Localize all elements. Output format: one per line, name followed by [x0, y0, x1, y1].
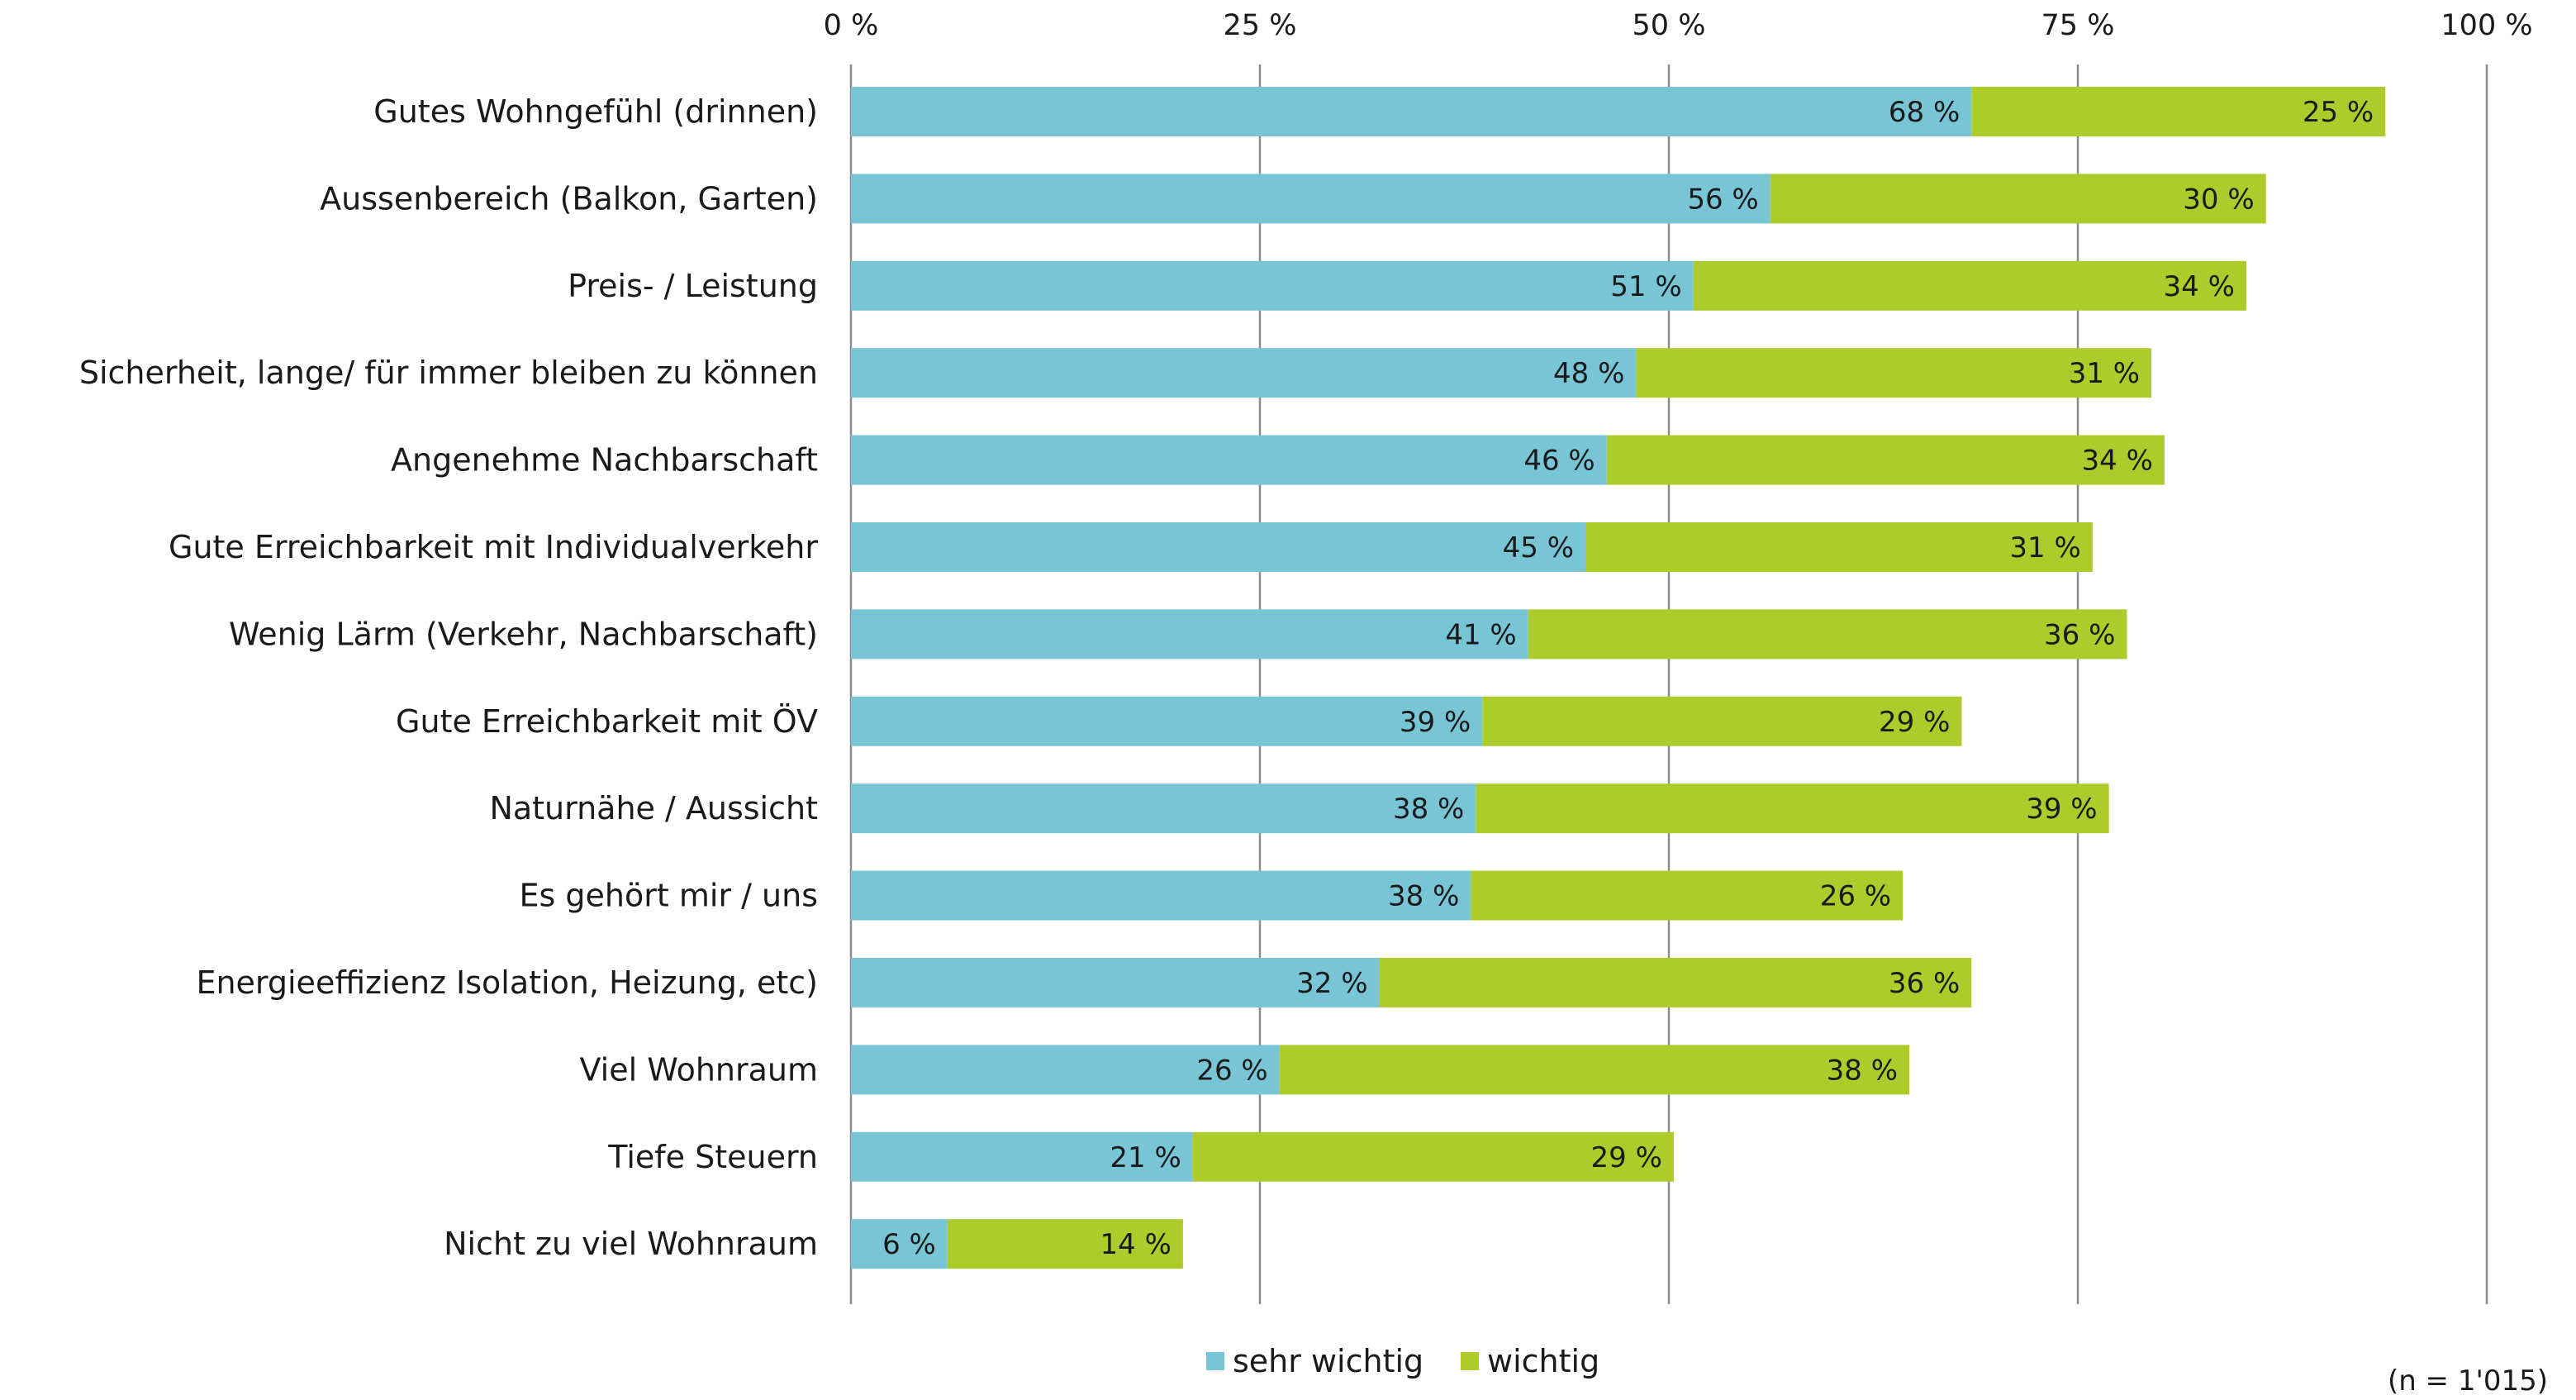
data-label: 14 % [1100, 1228, 1172, 1261]
data-label: 38 % [1388, 880, 1459, 913]
category-label: Tiefe Steuern [607, 1139, 818, 1175]
data-label: 36 % [1889, 967, 1960, 1000]
data-labels: 68 % 25 % 56 % 30 % 51 % 34 % 48 % 31 % 46 % 34 %… [882, 96, 2374, 1261]
bar-segment-sehr-wichtig [851, 609, 1528, 660]
category-label: Wenig Lärm (Verkehr, Nachbarschaft) [229, 616, 818, 652]
category-label: Sicherheit, lange/ für immer bleiben zu … [79, 355, 818, 391]
data-label: 45 % [1503, 531, 1574, 564]
legend-swatch [1461, 1352, 1479, 1370]
category-label: Viel Wohnraum [579, 1051, 818, 1088]
bar-segment-sehr-wichtig [851, 174, 1770, 224]
data-label: 31 % [2009, 531, 2080, 564]
bar-segment-wichtig [1528, 609, 2127, 660]
bar-segment-sehr-wichtig [851, 435, 1607, 485]
bar-segment-sehr-wichtig [851, 1219, 948, 1269]
bar-segment-sehr-wichtig [851, 783, 1476, 834]
bar-segment-wichtig [1471, 870, 1903, 921]
bar-segment-wichtig [1476, 783, 2109, 834]
data-label: 41 % [1445, 618, 1516, 651]
category-label: Gute Erreichbarkeit mit Individualverkeh… [169, 529, 818, 565]
legend-label: wichtig [1487, 1343, 1599, 1379]
bar-segment-wichtig [1770, 174, 2266, 224]
bar-segment-sehr-wichtig [851, 870, 1471, 921]
bar-segment-sehr-wichtig [851, 260, 1694, 311]
data-label: 38 % [1393, 793, 1464, 826]
data-label: 32 % [1296, 967, 1367, 1000]
sample-size-note: (n = 1'015) [2388, 1364, 2548, 1398]
data-label: 48 % [1553, 357, 1624, 390]
bar-segment-sehr-wichtig [851, 958, 1380, 1007]
x-axis-ticks: 0 % 25 % 50 % 75 % 100 % [824, 9, 2533, 42]
category-label: Naturnähe / Aussicht [489, 790, 818, 826]
data-label: 38 % [1827, 1054, 1898, 1087]
legend: sehr wichtig wichtig [1206, 1343, 1599, 1379]
data-label: 34 % [2164, 270, 2235, 303]
category-label: Es gehört mir / uns [520, 878, 818, 914]
data-label: 29 % [1591, 1141, 1662, 1174]
bar-segment-wichtig [1636, 348, 2152, 398]
bar-segment-wichtig [1585, 522, 2093, 572]
bar-segment-wichtig [1971, 87, 2386, 136]
bar-segment-wichtig [1606, 435, 2165, 485]
data-label: 6 % [882, 1228, 936, 1261]
data-label: 39 % [1400, 706, 1471, 739]
bar-segment-wichtig [1693, 260, 2246, 311]
bar-segment-sehr-wichtig [851, 87, 1972, 136]
x-tick-label: 75 % [2041, 9, 2115, 42]
data-label: 36 % [2044, 618, 2115, 651]
category-label: Angenehme Nachbarschaft [391, 442, 818, 479]
x-tick-label: 0 % [824, 9, 879, 42]
data-label: 51 % [1610, 270, 1681, 303]
data-label: 25 % [2303, 96, 2374, 129]
category-label: Aussenbereich (Balkon, Garten) [320, 180, 818, 217]
x-tick-label: 50 % [1633, 9, 1706, 42]
data-label: 31 % [2069, 357, 2140, 390]
bar-segment-wichtig [1482, 696, 1962, 746]
category-labels: Gutes Wohngefühl (drinnen) Aussenbereich … [79, 93, 819, 1262]
bar-segment-sehr-wichtig [851, 348, 1637, 398]
bar-segment-sehr-wichtig [851, 1131, 1193, 1182]
grid-lines [849, 64, 2488, 1304]
category-label: Preis- / Leistung [568, 268, 818, 304]
bar-segment-sehr-wichtig [851, 1045, 1280, 1095]
bars [851, 87, 2386, 1269]
category-label: Gutes Wohngefühl (drinnen) [373, 93, 818, 130]
legend-label: sehr wichtig [1233, 1343, 1423, 1379]
data-label: 26 % [1820, 880, 1891, 913]
data-label: 26 % [1196, 1054, 1267, 1087]
legend-swatch [1206, 1352, 1224, 1370]
data-label: 21 % [1110, 1141, 1181, 1174]
x-tick-label: 100 % [2441, 9, 2532, 42]
bar-segment-wichtig [1192, 1131, 1674, 1182]
category-label: Energieeffizienz Isolation, Heizung, etc… [196, 964, 818, 1001]
data-label: 68 % [1889, 96, 1960, 129]
bar-segment-wichtig [1379, 958, 1972, 1007]
bar-segment-sehr-wichtig [851, 522, 1586, 572]
bar-segment-wichtig [947, 1219, 1183, 1269]
category-label: Nicht zu viel Wohnraum [444, 1226, 818, 1262]
x-tick-label: 25 % [1224, 9, 1297, 42]
category-label: Gute Erreichbarkeit mit ÖV [396, 703, 818, 740]
data-label: 30 % [2183, 183, 2254, 216]
data-label: 46 % [1523, 445, 1595, 478]
data-label: 56 % [1687, 183, 1758, 216]
bar-segment-sehr-wichtig [851, 696, 1483, 746]
data-label: 39 % [2026, 793, 2097, 826]
bar-segment-wichtig [1279, 1045, 1910, 1095]
data-label: 29 % [1879, 706, 1950, 739]
data-label: 34 % [2082, 445, 2153, 478]
